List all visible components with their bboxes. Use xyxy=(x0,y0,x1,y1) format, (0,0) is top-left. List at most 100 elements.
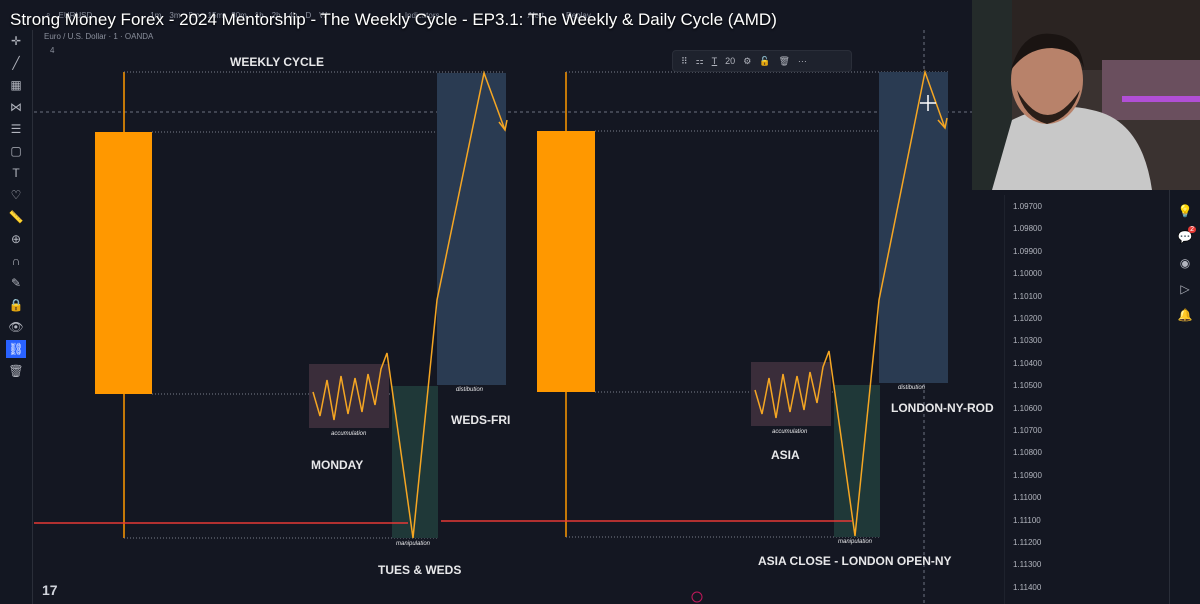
price-axis[interactable]: 1.09700 1.09800 1.09900 1.10000 1.10100 1.102… xyxy=(1004,195,1065,604)
zoom-icon[interactable]: ⊕ xyxy=(10,232,22,246)
right-panel: 💡 💬 2 ◉ ▷ 🔔 xyxy=(1169,190,1200,604)
stay-drawing-icon[interactable]: ✎ xyxy=(10,276,22,290)
interval-15m[interactable]: 15m xyxy=(207,10,224,20)
weekly-arrow xyxy=(498,119,508,132)
crosshair-tool-icon[interactable]: ✛ xyxy=(10,34,22,48)
lock-icon[interactable]: 🔒 xyxy=(8,298,24,312)
price-label: 1.10700 xyxy=(1013,426,1042,435)
price-label: 1.10600 xyxy=(1013,403,1042,413)
indicators-button[interactable]: Indicators xyxy=(404,10,440,20)
visibility-icon[interactable]: 👁 xyxy=(8,320,24,334)
video-title[interactable]: Strong Money Forex - 2024 Mentorship - T… xyxy=(10,10,777,29)
shape-tool-icon[interactable]: ▢ xyxy=(10,144,22,158)
weekly-distribution-label: distibution xyxy=(456,387,484,393)
lightning-icon xyxy=(691,591,703,603)
interval-w[interactable]: W xyxy=(319,10,327,20)
daily-candle-body xyxy=(537,131,595,392)
price-label: 1.10200 xyxy=(1013,314,1042,323)
asia-close-label: ASIA CLOSE - LONDON OPEN-NY xyxy=(758,554,952,568)
price-label: 1.11400 xyxy=(1013,582,1042,592)
more-icon[interactable]: ··· xyxy=(797,56,807,66)
pattern-tool-icon[interactable]: ⋈ xyxy=(10,100,22,114)
drag-handle-icon[interactable]: ⠿ xyxy=(681,55,688,66)
monday-label: MONDAY xyxy=(311,458,364,472)
price-label: 1.10300 xyxy=(1013,336,1042,346)
chat-icon[interactable]: 💬 2 xyxy=(1177,226,1196,244)
london-ny-label: LONDON-NY-ROD xyxy=(891,401,994,415)
chart-header: ⌕ EURUSD 1m 3m 5m 15m 30m 1h 2h 4h D W I… xyxy=(34,4,970,55)
weekly-accumulation-label: accumulation xyxy=(331,431,367,437)
weekly-distribution-box xyxy=(437,73,506,385)
price-label: 1.09800 xyxy=(1013,224,1042,234)
interval-2h[interactable]: 2h xyxy=(271,10,281,20)
settings-icon[interactable]: ⚙ xyxy=(743,55,752,66)
price-label: 1.09700 xyxy=(1013,202,1042,211)
price-label: 1.09900 xyxy=(1013,246,1042,256)
drawing-floating-toolbar: ⠿ ⚏ T 20 ⚙ 🔓 🗑 ··· xyxy=(672,50,852,72)
delete-drawing-icon[interactable]: 🗑 xyxy=(778,55,790,66)
fib-tool-icon[interactable]: ▦ xyxy=(10,78,22,92)
favorites-icon[interactable]: ♡ xyxy=(10,188,22,202)
weekly-cycle-title: WEEKLY CYCLE xyxy=(230,55,325,69)
interval-5m[interactable]: 5m xyxy=(188,10,200,20)
price-label: 1.11100 xyxy=(1013,515,1041,525)
magnet-icon[interactable]: ∩ xyxy=(11,254,21,268)
ideas-icon[interactable]: 💡 xyxy=(1177,204,1193,218)
trash-icon[interactable]: 🗑 xyxy=(8,364,24,378)
daily-price-path xyxy=(754,69,946,537)
price-label: 1.10400 xyxy=(1013,358,1042,368)
price-label: 1.11300 xyxy=(1013,560,1042,570)
search-icon[interactable]: ⌕ xyxy=(46,10,51,19)
weekly-accumulation-box xyxy=(309,364,389,428)
font-size-value[interactable]: 20 xyxy=(725,56,736,66)
price-label: 1.10900 xyxy=(1013,470,1042,480)
weekly-manipulation-label: manipulation xyxy=(396,541,431,547)
interval-1m[interactable]: 1m xyxy=(150,10,162,20)
interval-1h[interactable]: 1h xyxy=(254,10,264,20)
text-tool-icon[interactable]: T xyxy=(12,166,20,180)
price-label: 1.10800 xyxy=(1013,448,1042,458)
daily-manipulation-label: manipulation xyxy=(838,539,873,545)
text-color-icon[interactable]: T xyxy=(711,56,718,66)
price-label: 1.10100 xyxy=(1013,291,1042,301)
chat-badge: 2 xyxy=(1188,226,1196,233)
crosshair-cursor-icon xyxy=(920,95,936,111)
interval-list: 1m 3m 5m 15m 30m 1h 2h 4h D W xyxy=(150,11,327,20)
tradingview-logo: 17 xyxy=(42,582,58,598)
replay-icon[interactable]: ▷ xyxy=(1180,282,1190,296)
daily-distribution-label: distibution xyxy=(898,385,926,391)
streams-icon[interactable]: ◉ xyxy=(1179,256,1191,270)
ruler-icon[interactable]: 📏 xyxy=(8,210,24,224)
trendline-tool-icon[interactable]: ╱ xyxy=(12,56,20,70)
asia-label: ASIA xyxy=(771,448,800,462)
link-icon[interactable]: ⛓ xyxy=(6,340,26,358)
symbol-label[interactable]: EURUSD xyxy=(58,10,93,20)
replay-button[interactable]: Replay xyxy=(565,10,591,20)
alert-button[interactable]: Alert xyxy=(527,10,544,20)
price-label: 1.11000 xyxy=(1013,493,1042,503)
lock-drawing-icon[interactable]: 🔓 xyxy=(759,55,771,66)
projection-tool-icon[interactable]: ☰ xyxy=(10,122,22,136)
price-label: 1.11200 xyxy=(1013,538,1042,547)
instrument-label: Euro / U.S. Dollar · 1 · OANDA xyxy=(44,32,154,41)
daily-arrow xyxy=(937,117,948,130)
indicator-count[interactable]: 4 xyxy=(50,46,55,55)
weds-fri-label: WEDS-FRI xyxy=(451,413,511,427)
interval-4h[interactable]: 4h xyxy=(288,10,298,20)
daily-distribution-box xyxy=(879,72,948,383)
tues-weds-label: TUES & WEDS xyxy=(378,563,462,577)
notifications-icon[interactable]: 🔔 xyxy=(1177,308,1193,322)
price-label: 1.10000 xyxy=(1013,269,1042,279)
drawing-tools-sidebar: ✛ ╱ ▦ ⋈ ☰ ▢ T ♡ 📏 ⊕ ∩ ✎ 🔒 👁 ⛓ 🗑 xyxy=(0,30,33,604)
interval-30m[interactable]: 30m xyxy=(231,10,247,20)
template-icon[interactable]: ⚏ xyxy=(695,55,704,66)
daily-accumulation-box xyxy=(751,362,831,426)
daily-accumulation-label: accumulation xyxy=(772,429,808,435)
price-label: 1.10500 xyxy=(1013,381,1042,391)
weekly-candle-body xyxy=(95,132,152,394)
weekly-price-path xyxy=(312,70,506,539)
interval-3m[interactable]: 3m xyxy=(169,10,181,20)
interval-d[interactable]: D xyxy=(305,10,312,20)
webcam-overlay xyxy=(972,0,1200,190)
